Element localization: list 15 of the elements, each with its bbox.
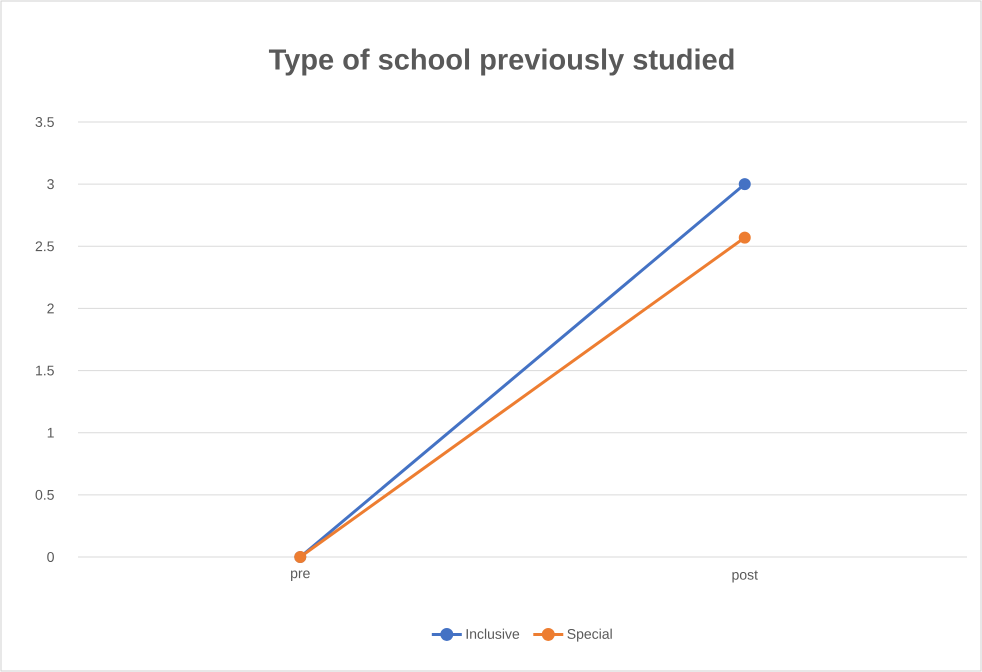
point [738,178,751,190]
x-tick-label: pre [291,570,310,581]
point [738,232,751,244]
y-tick-label: 1 [48,428,54,438]
y-tick-label: 0.5 [36,490,54,500]
x-tick-label: post [732,570,758,582]
chart-title: Type of school previously studied [268,48,734,76]
legend-label: Special [567,628,612,642]
y-tick-label: 3 [47,179,54,190]
y-tick-label: 0 [47,552,54,562]
y-tick-label: 1.5 [36,366,54,376]
legend-label: Inclusive [466,628,520,639]
y-tick-label: 3.5 [36,117,54,127]
y-tick-label: 2.5 [36,241,54,252]
y-tick-label: 2 [47,304,54,314]
